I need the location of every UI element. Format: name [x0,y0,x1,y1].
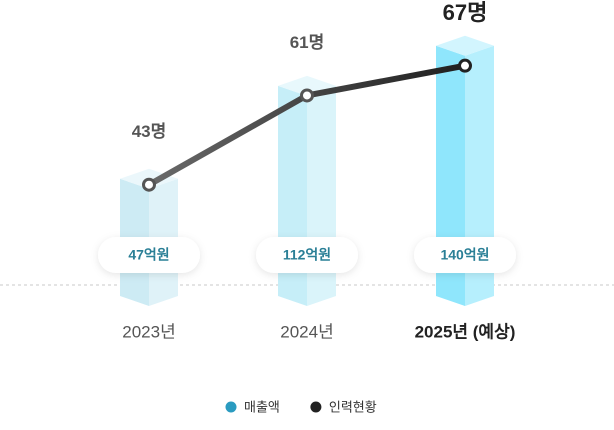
legend-item: 매출액 [225,399,280,414]
value-pill [414,237,516,273]
bar-top-face [436,35,494,56]
bar-value-label: 47억원 [128,247,169,263]
legend-swatch [310,401,322,413]
line-point [458,58,472,73]
x-tick-label: 2024년 [280,322,333,341]
line-point [142,177,156,192]
bar-value-label: 112억원 [283,247,331,263]
legend-swatch [225,401,237,413]
bar-value-label: 140억원 [440,247,489,263]
line-point [300,88,314,103]
legend-label: 인력현황 [329,399,377,414]
legend-item: 인력현황 [310,399,377,414]
x-tick-label: 2025년 (예상) [415,322,516,341]
line-value-label: 61명 [290,33,325,52]
value-pill [98,237,200,273]
x-tick-label: 2023년 [122,322,175,341]
value-pill [256,237,358,273]
line-value-label: 43명 [132,122,167,141]
legend-label: 매출액 [244,399,280,414]
line-value-label: 67명 [443,0,488,25]
